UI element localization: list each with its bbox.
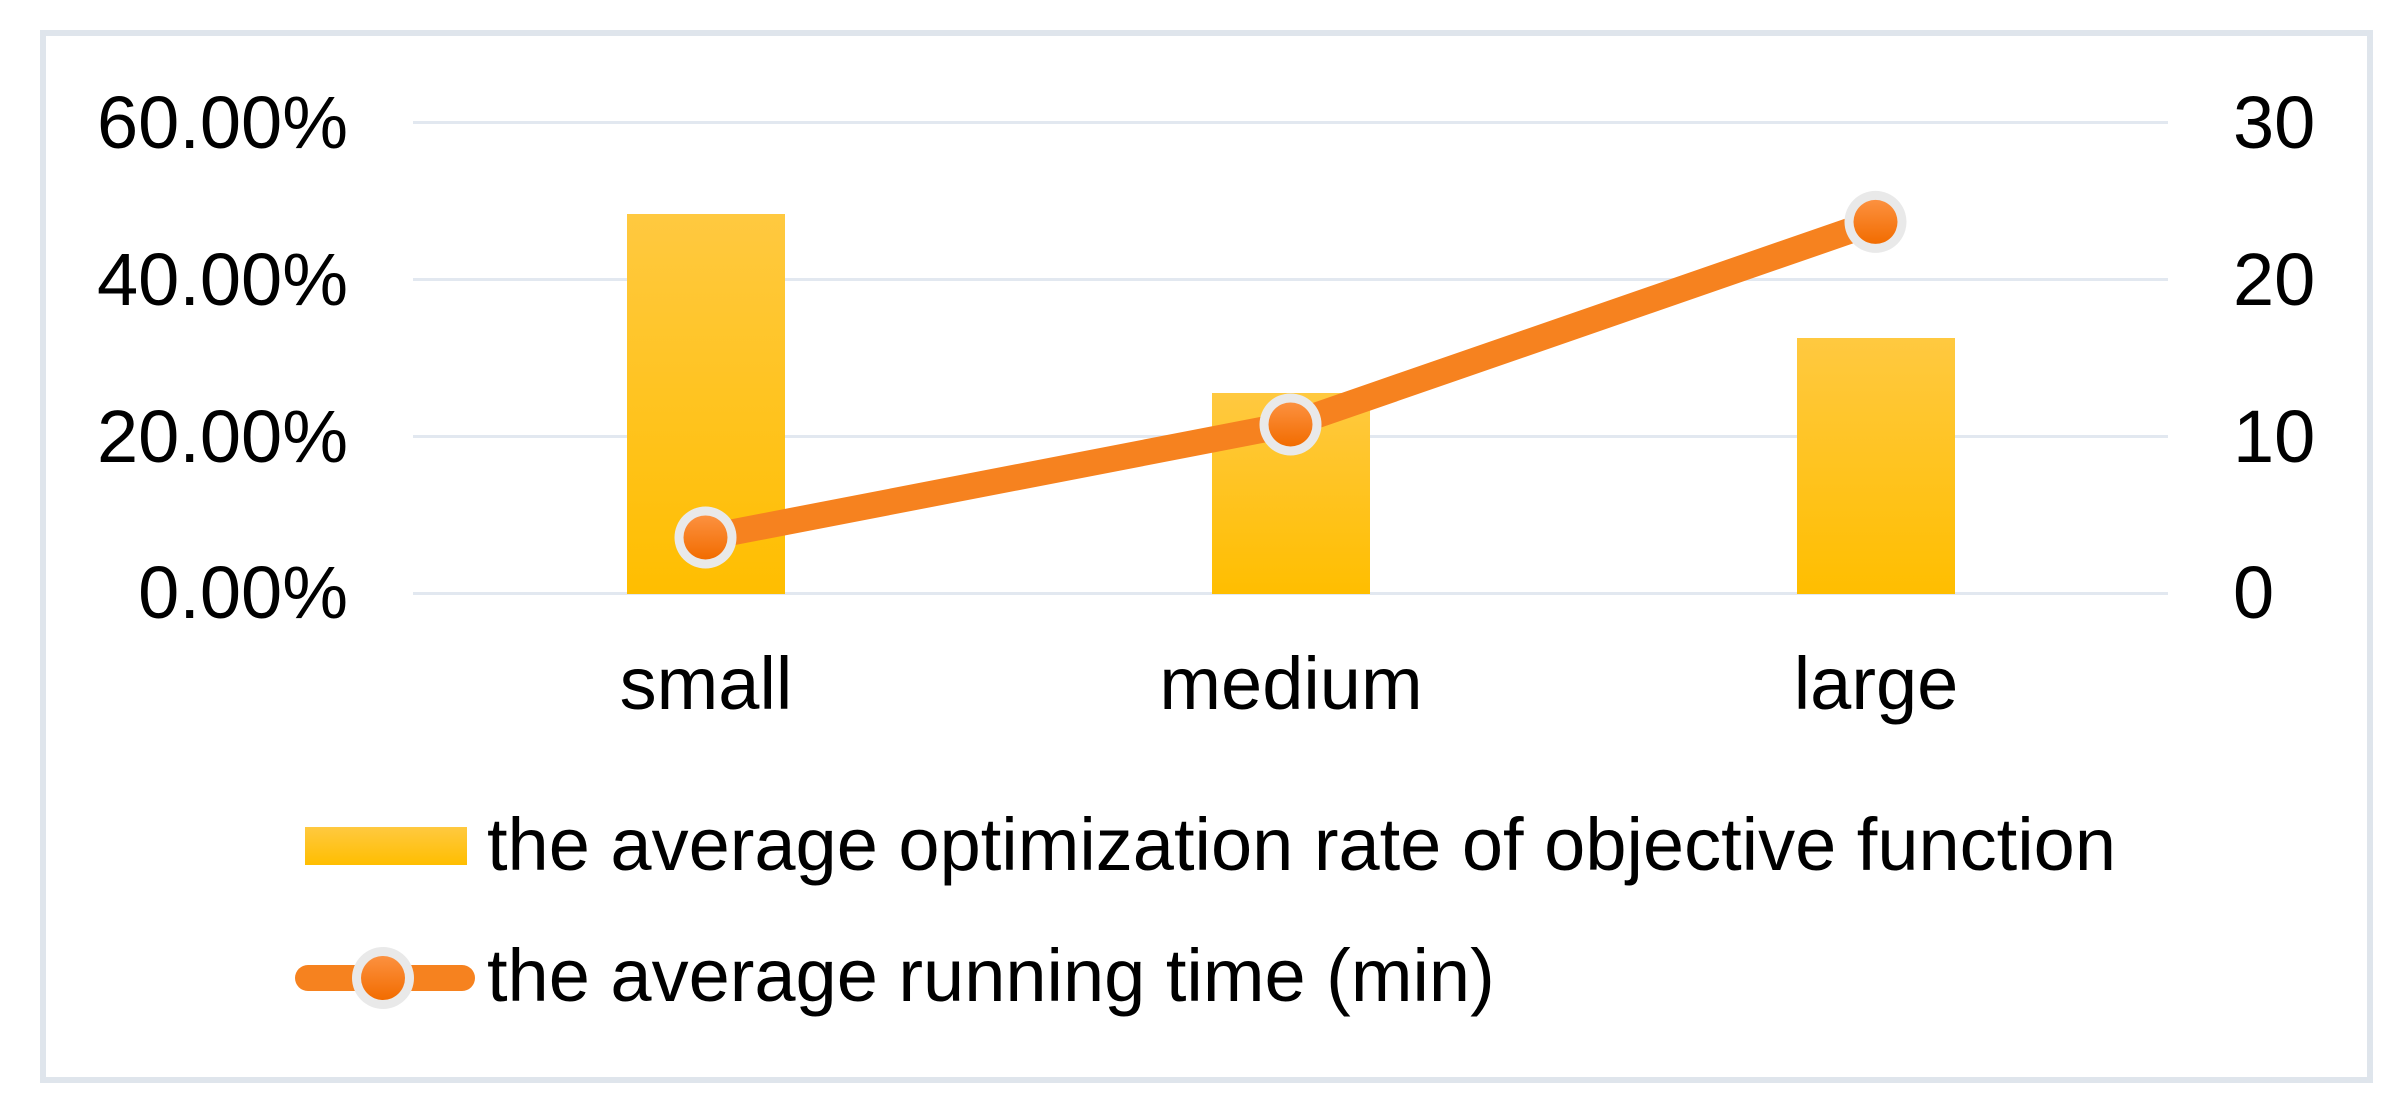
- category-label-small: small: [619, 642, 793, 725]
- category-label-large: large: [1793, 642, 1959, 725]
- bar-large: [1796, 338, 1955, 594]
- legend-bar-swatch: [305, 827, 467, 865]
- legend-label-optimization-rate: the average optimization rate of objecti…: [487, 803, 2116, 886]
- legend-marker-dot: [361, 956, 405, 1000]
- left-axis-tick: 40.00%: [97, 238, 348, 321]
- legend-marker-icon: [352, 947, 414, 1009]
- bar-small: [626, 214, 785, 594]
- category-label-medium: medium: [1159, 642, 1423, 725]
- left-axis-tick: 0.00%: [138, 551, 348, 634]
- right-axis-tick: 20: [2233, 238, 2316, 321]
- left-axis-tick: 60.00%: [97, 81, 348, 164]
- bar-medium: [1211, 393, 1370, 594]
- right-axis-tick: 30: [2233, 81, 2316, 164]
- chart-frame: [40, 30, 2373, 1083]
- right-axis-tick: 10: [2233, 395, 2316, 478]
- gridline: [413, 121, 2168, 124]
- right-axis-tick: 0: [2233, 551, 2275, 634]
- legend-label-running-time: the average running time (min): [487, 934, 1495, 1017]
- left-axis-tick: 20.00%: [97, 395, 348, 478]
